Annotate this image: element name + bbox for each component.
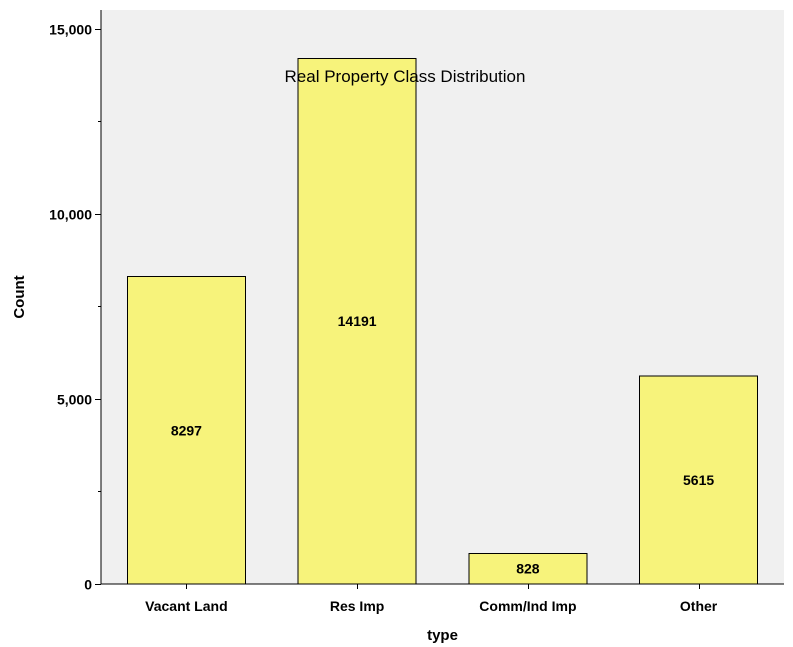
y-tick-label: 5,000	[57, 392, 92, 408]
bar-vacant-land	[126, 276, 246, 585]
data-labels-group: 8297 14191 828 5615	[171, 313, 715, 577]
y-tick-label: 10,000	[49, 207, 92, 223]
y-axis-title: Count	[11, 275, 28, 318]
x-tick-label: Other	[680, 598, 718, 614]
x-tick-label: Comm/Ind Imp	[479, 598, 576, 614]
x-axis-ticks-group: Vacant Land Res Imp Comm/Ind Imp Other	[145, 584, 718, 614]
x-tick-label: Vacant Land	[145, 598, 227, 614]
y-tick-label: 15,000	[49, 22, 92, 38]
x-tick-label: Res Imp	[330, 598, 384, 614]
chart-title: Real Property Class Distribution	[285, 67, 526, 86]
x-axis-title: type	[427, 627, 458, 644]
y-axis-ticks-group: 0 5,000 10,000 15,000	[49, 22, 101, 593]
y-tick-label: 0	[84, 577, 92, 593]
axes-group	[100, 10, 784, 585]
bars-group	[126, 58, 759, 585]
data-label: 14191	[338, 313, 377, 329]
data-label: 8297	[171, 422, 202, 438]
bar-other	[639, 375, 759, 585]
data-label: 828	[516, 561, 540, 577]
bar-comm-ind-imp	[468, 552, 588, 585]
data-label: 5615	[683, 472, 714, 488]
bar-res-imp	[297, 58, 417, 585]
